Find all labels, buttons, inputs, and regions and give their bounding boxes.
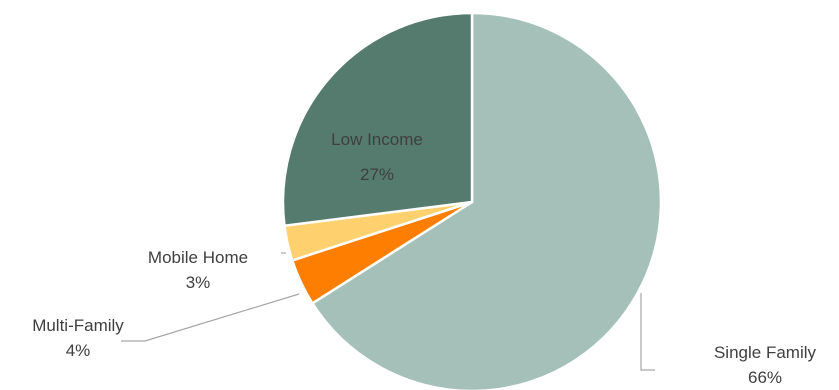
slice-label-low-income: Low Income bbox=[331, 130, 423, 149]
slice-value-multi-family: 4% bbox=[66, 341, 91, 360]
slice-value-mobile-home: 3% bbox=[186, 273, 211, 292]
leader-line-single-family bbox=[640, 293, 655, 371]
slice-value-low-income: 27% bbox=[360, 165, 394, 184]
pie-slice-low-income bbox=[281, 11, 474, 228]
pie-slices bbox=[281, 11, 663, 390]
leader-line-multi-family bbox=[121, 293, 300, 342]
slice-label-mobile-home: Mobile Home bbox=[148, 248, 248, 267]
slice-label-single-family: Single Family bbox=[714, 343, 817, 362]
slice-labels: Single Family 66% Multi-Family 4% Mobile… bbox=[32, 130, 816, 387]
slice-value-single-family: 66% bbox=[748, 368, 782, 387]
leader-lines bbox=[121, 252, 655, 371]
pie-slice-single-family bbox=[310, 11, 663, 390]
slice-label-multi-family: Multi-Family bbox=[32, 316, 124, 335]
